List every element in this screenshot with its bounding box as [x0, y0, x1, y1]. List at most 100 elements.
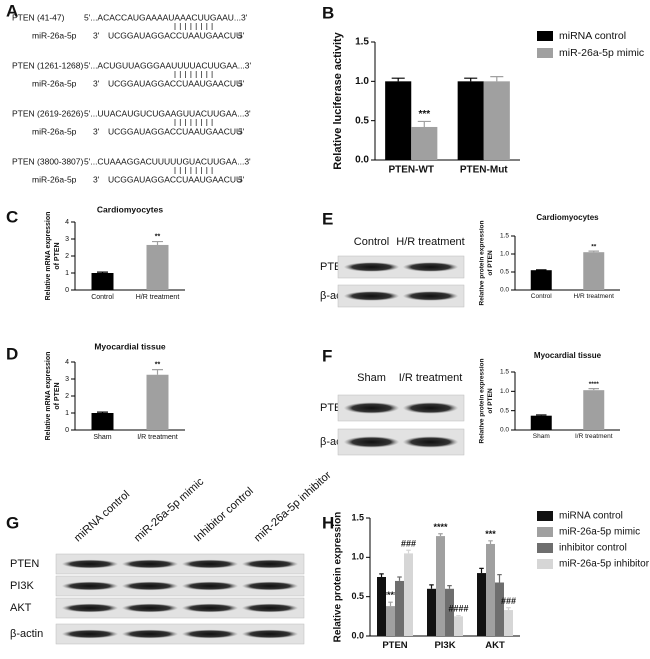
- target-sequence: 5'...ACUGUUAGGGAAUUUUACUUGAA...3': [84, 60, 252, 70]
- error-bar: [588, 250, 599, 253]
- error-bar: [488, 540, 493, 544]
- legend-swatch: [537, 511, 553, 521]
- y-axis-label: Relative protein expression: [479, 359, 486, 444]
- error-bar: [490, 76, 504, 82]
- site-label: PTEN (41-47): [12, 12, 65, 22]
- panel-letter: G: [6, 513, 19, 532]
- blot-band: [343, 436, 400, 448]
- y-axis-label: of PTEN: [54, 382, 61, 409]
- blot-band: [61, 559, 119, 569]
- mirna-end: 5': [238, 174, 245, 184]
- legend-swatch: [537, 48, 553, 58]
- y-tick-label: 1.0: [355, 76, 369, 87]
- bar: [530, 270, 552, 290]
- blot-band: [241, 629, 299, 639]
- bar: [583, 252, 605, 290]
- significance-marker: ****: [383, 590, 398, 600]
- blot-strip: [55, 575, 305, 597]
- legend-label: miR-26a-5p inhibitor: [559, 559, 650, 570]
- panel-letter: A: [6, 1, 18, 20]
- error-bar: [447, 585, 452, 589]
- chart-title: Myocardial tissue: [94, 341, 166, 351]
- significance-marker: ###: [401, 538, 416, 548]
- mirna-label: miR-26a-5p: [32, 126, 77, 136]
- error-bar: [464, 77, 478, 82]
- bar: [495, 582, 504, 636]
- y-axis-label: Relative protein expression: [333, 512, 344, 643]
- legend-label: miRNA control: [559, 511, 623, 522]
- site-label: PTEN (1261-1268): [12, 60, 84, 70]
- bar: [445, 588, 454, 636]
- x-tick-label: PI3K: [434, 640, 455, 651]
- significance-marker: **: [591, 243, 597, 250]
- error-bar: [536, 414, 547, 416]
- x-tick-label: I/R treatment: [137, 434, 178, 441]
- x-tick-label: Control: [531, 293, 553, 300]
- y-tick-label: 0.0: [500, 287, 509, 294]
- y-tick-label: 1.5: [351, 512, 364, 522]
- mirna-label: miR-26a-5p: [32, 174, 77, 184]
- y-tick-label: 1: [65, 410, 69, 417]
- mirna-end: 5': [238, 78, 245, 88]
- blot-row-label: AKT: [10, 602, 32, 614]
- panel-letter: H: [322, 513, 334, 532]
- y-tick-label: 0.0: [500, 427, 509, 434]
- significance-marker: ###: [501, 596, 516, 606]
- significance-marker: ***: [418, 109, 430, 120]
- mirna-end: 5': [238, 126, 245, 136]
- site-label: PTEN (3800-3807): [12, 156, 84, 166]
- x-tick-label: AKT: [485, 640, 505, 651]
- blot-band: [61, 581, 119, 591]
- error-bar: [417, 120, 431, 127]
- error-bar: [391, 77, 405, 82]
- legend-label: inhibitor control: [559, 543, 627, 554]
- x-tick-label: PTEN: [382, 640, 407, 651]
- error-bar: [429, 584, 434, 589]
- x-tick-label: Sham: [533, 433, 550, 440]
- y-tick-label: 0.0: [355, 155, 369, 166]
- error-bar: [479, 567, 484, 574]
- y-axis-label: Relative protein expression: [479, 221, 486, 306]
- y-axis-label: of PTEN: [54, 242, 61, 269]
- y-tick-label: 0.5: [351, 591, 364, 601]
- error-bar: [388, 601, 393, 607]
- blot-strip: [55, 553, 305, 575]
- target-sequence: 5'...ACACCAUGAAAAUAAACUUGAAU...3': [84, 12, 248, 22]
- y-tick-label: 0: [65, 287, 69, 294]
- panel-letter: F: [322, 346, 332, 365]
- blot-band: [402, 262, 459, 272]
- significance-marker: **: [155, 362, 161, 369]
- mirna-sequence: UCGGAUAGGACCUAAUGAACUU: [108, 126, 242, 136]
- mirna-label: miR-26a-5p: [32, 78, 77, 88]
- blot-band: [343, 262, 400, 272]
- significance-marker: ***: [485, 529, 496, 539]
- mirna-sequence: UCGGAUAGGACCUAAUGAACUU: [108, 30, 242, 40]
- y-tick-label: 0.5: [500, 269, 509, 276]
- y-tick-label: 1.5: [355, 37, 369, 48]
- error-bar: [397, 576, 402, 581]
- y-tick-label: 3: [65, 376, 69, 383]
- blot-band: [181, 603, 239, 613]
- blot-band: [121, 581, 179, 591]
- bar: [377, 577, 386, 636]
- blot-band: [61, 629, 119, 639]
- legend-label: miR-26a-5p mimic: [559, 47, 644, 59]
- blot-band: [241, 581, 299, 591]
- bar: [91, 413, 114, 430]
- error-bar: [506, 607, 511, 611]
- y-tick-label: 2: [65, 253, 69, 260]
- blot-band: [241, 559, 299, 569]
- panel-letter: C: [6, 207, 18, 226]
- significance-marker: ****: [433, 522, 448, 532]
- bar: [411, 126, 438, 160]
- mirna-sequence: UCGGAUAGGACCUAAUGAACUU: [108, 174, 242, 184]
- legend-swatch: [537, 543, 553, 553]
- y-tick-label: 0.5: [355, 115, 369, 126]
- y-tick-label: 1.0: [500, 251, 509, 258]
- mirna-end: 3': [93, 78, 100, 88]
- y-axis-label: Relative mRNA expression: [45, 352, 52, 441]
- bar: [146, 374, 169, 430]
- bar: [504, 610, 513, 636]
- blot-row-label: PTEN: [10, 558, 39, 570]
